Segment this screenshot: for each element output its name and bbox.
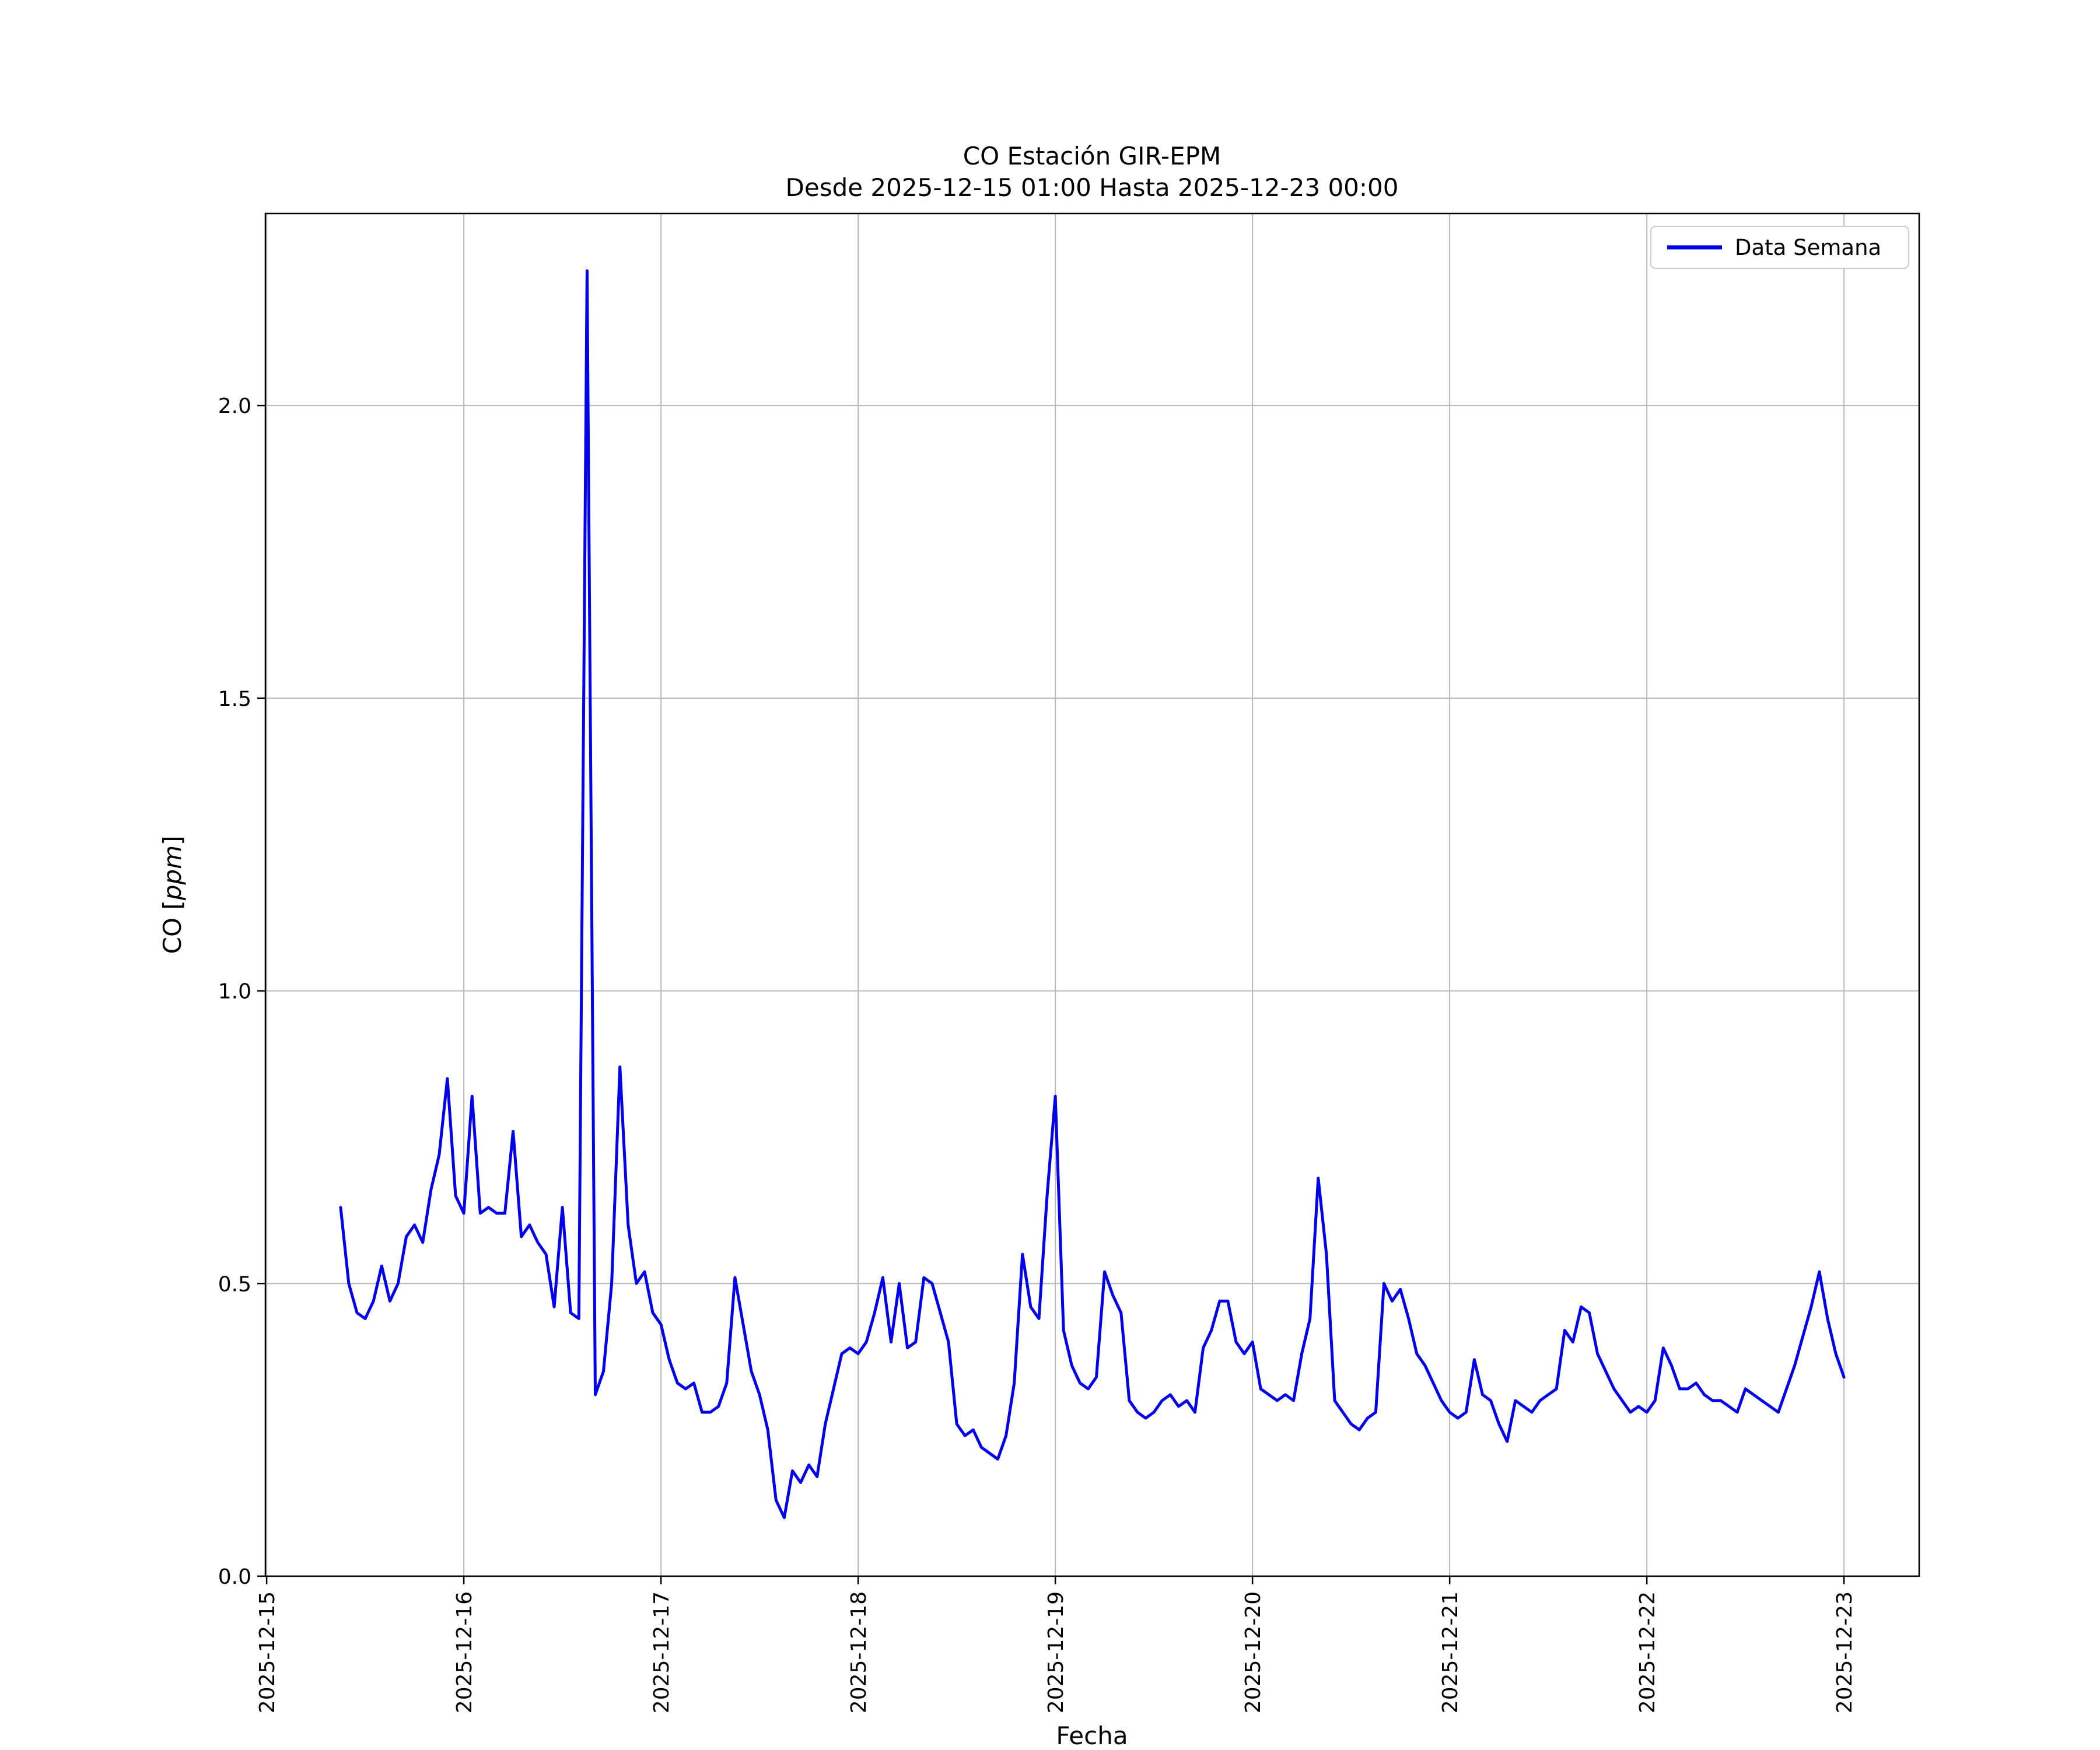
x-tick-label: 2025-12-17 <box>650 1591 674 1713</box>
chart-title: CO Estación GIR-EPM <box>963 142 1221 170</box>
x-tick-label: 2025-12-20 <box>1241 1591 1265 1713</box>
y-tick-label: 1.0 <box>218 980 251 1004</box>
y-tick-label: 0.5 <box>218 1272 251 1296</box>
x-tick-label: 2025-12-21 <box>1438 1591 1462 1713</box>
x-tick-label: 2025-12-15 <box>256 1591 279 1713</box>
legend: Data Semana <box>1650 226 1909 269</box>
x-axis-label: Fecha <box>1056 1721 1128 1750</box>
y-tick-label: 1.5 <box>218 687 251 711</box>
x-tick-label: 2025-12-23 <box>1833 1591 1857 1713</box>
x-tick-label: 2025-12-22 <box>1636 1591 1660 1713</box>
y-tick-label: 0.0 <box>218 1565 251 1589</box>
chart-subtitle: Desde 2025-12-15 01:00 Hasta 2025-12-23 … <box>786 173 1399 202</box>
axis-ticks <box>257 404 1845 1584</box>
legend-label: Data Semana <box>1735 235 1881 260</box>
x-tick-label: 2025-12-19 <box>1044 1591 1068 1713</box>
y-tick-label: 2.0 <box>218 394 251 418</box>
plot-border <box>264 212 1920 1577</box>
legend-frame <box>1650 226 1909 269</box>
axis-tick-labels: 2025-12-15 2025-12-16 2025-12-17 2025-12-18… <box>218 394 1857 1713</box>
grid-lines <box>265 214 1919 1577</box>
data-series-line <box>339 269 1846 1520</box>
y-axis-label: CO [ppm] <box>158 836 187 954</box>
x-tick-label: 2025-12-18 <box>847 1591 871 1713</box>
x-tick-label: 2025-12-16 <box>453 1591 477 1713</box>
